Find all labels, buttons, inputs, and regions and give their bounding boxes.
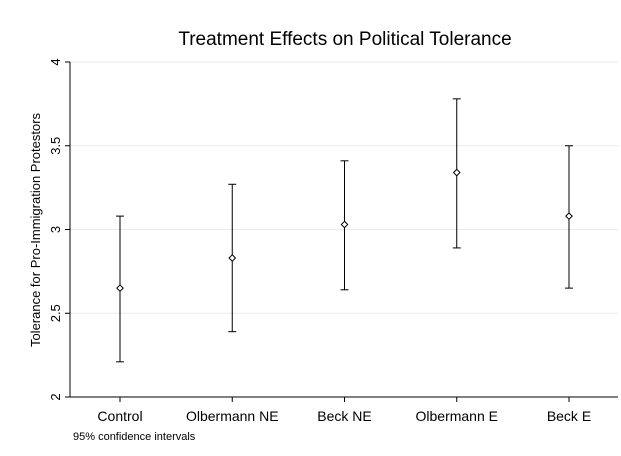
y-tick-label: 2.5 [48, 304, 63, 322]
data-marks [116, 98, 573, 363]
y-ticks: 2 2.5 3 3.5 4 [48, 58, 70, 401]
y-tick-label: 3 [48, 226, 63, 233]
x-tick-label: Control [97, 408, 142, 424]
x-tick-label: Beck E [547, 408, 591, 424]
y-tick-label: 3.5 [48, 137, 63, 155]
x-ticks: Control Olbermann NE Beck NE Olbermann E Bec… [97, 397, 591, 424]
y-tick-label: 2 [48, 393, 63, 400]
chart-title: Treatment Effects on Political Tolerance [178, 29, 511, 50]
gridlines [70, 61, 618, 314]
mean-point [116, 284, 124, 293]
x-tick-label: Beck NE [317, 408, 371, 424]
x-tick-label: Olbermann E [416, 408, 498, 424]
x-tick-label: Olbermann NE [186, 408, 279, 424]
y-axis-label: Tolerance for Pro-Immigration Protestors [28, 112, 43, 347]
mean-point [228, 254, 237, 262]
mean-point [565, 212, 573, 221]
y-tick-label: 4 [48, 58, 63, 65]
chart-note: 95% confidence intervals [73, 431, 196, 443]
mean-point [340, 220, 349, 229]
mean-point [452, 168, 461, 177]
